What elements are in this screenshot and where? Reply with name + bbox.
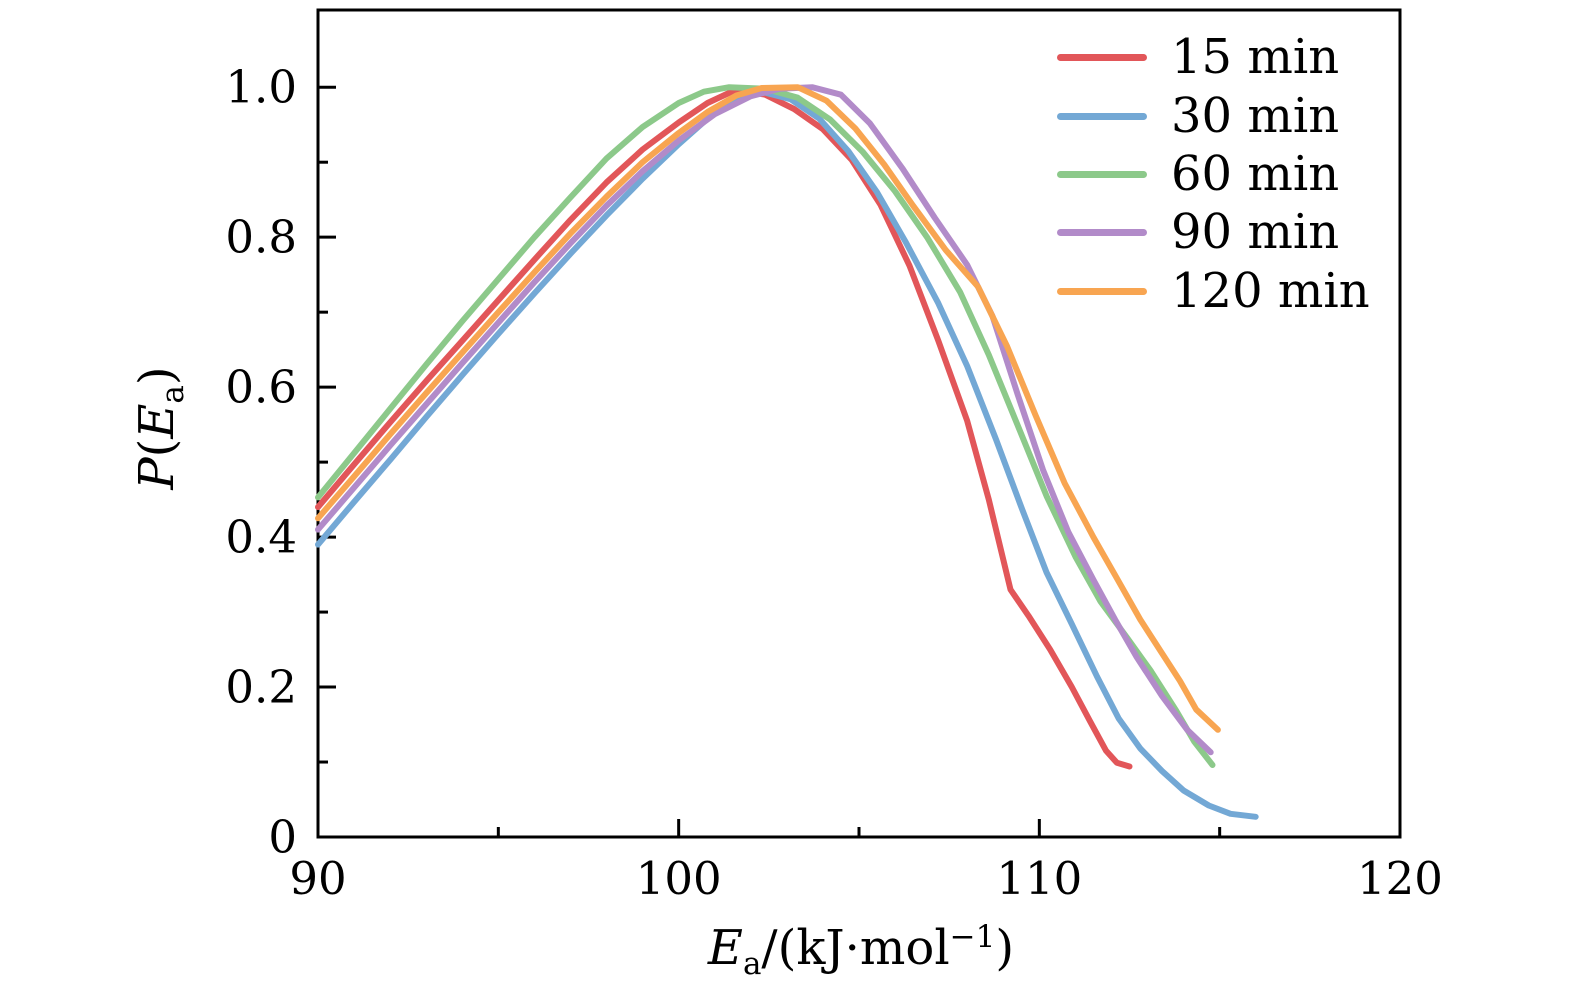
legend-label-120min: 120 min [1171,263,1370,319]
legend-label-60min: 60 min [1171,146,1340,202]
y-axis-label-close: ) [129,366,185,386]
x-axis-label-superscript: −1 [949,919,996,955]
y-axis-label-variable: P [129,457,185,490]
x-tick-label-100: 100 [635,852,722,905]
legend-label-30min: 30 min [1171,88,1340,144]
x-axis-label-subscript: a [742,946,762,982]
series-line-120-min [315,84,1221,733]
y-tick-label-0.2: 0.2 [225,660,297,714]
legend-entry-60min: 60 min [1057,150,1339,198]
y-tick-label-0.6: 0.6 [225,360,297,414]
x-axis-label: Ea/(kJ·mol−1) [708,922,1014,980]
x-tick-label-120: 120 [1357,852,1443,905]
legend-line-swatch-15min [1057,53,1147,61]
series-line-15-min [315,86,1133,770]
legend-line-swatch-30min [1057,112,1147,120]
series-line-30-min [315,88,1259,820]
legend-label-90min: 90 min [1171,204,1340,260]
legend-entry-15min: 15 min [1057,33,1339,81]
y-axis-label-open: ( [129,438,185,458]
legend-line-swatch-120min [1057,287,1147,295]
series-line-60-min [315,84,1216,768]
y-tick-label-0.8: 0.8 [225,210,297,264]
legend-line-swatch-60min [1057,170,1147,178]
x-axis-label-close: ) [995,920,1015,976]
y-tick-label-0.4: 0.4 [225,510,297,564]
y-tick-label-1.0: 1.0 [225,60,297,114]
series-line-90-min [315,84,1214,756]
x-axis-label-variable: E [707,920,743,976]
legend-label-15min: 15 min [1171,29,1340,85]
x-tick-label-110: 110 [996,852,1083,905]
y-tick-label-0: 0 [268,810,297,864]
y-axis-label: P(Ea) [129,366,191,489]
x-tick-label-90: 90 [289,852,347,905]
legend-entry-90min: 90 min [1057,208,1339,256]
x-axis-label-units: /(kJ·mol [761,920,950,976]
legend-entry-30min: 30 min [1057,92,1339,140]
legend-entry-120min: 120 min [1057,267,1370,315]
y-axis-label-subscript: a [155,385,191,404]
y-axis-label-argument: E [129,403,185,439]
legend-line-swatch-90min [1057,228,1147,236]
